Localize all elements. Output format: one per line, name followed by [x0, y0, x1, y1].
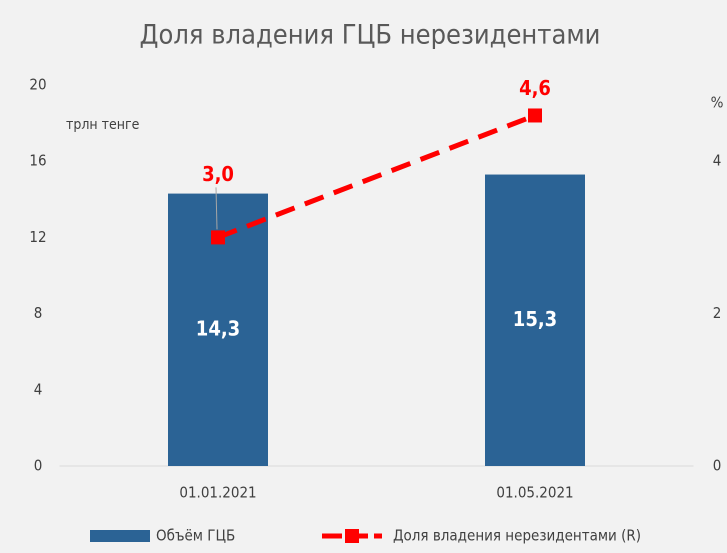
y-axis-label: трлн тенге	[66, 117, 140, 133]
line-marker	[528, 108, 542, 123]
y-tick-label: 12	[29, 228, 46, 246]
y-tick-label: 0	[34, 457, 43, 475]
leader-line	[215, 187, 218, 230]
y2-tick-label: 0	[713, 457, 722, 475]
chart-title: Доля владения ГЦБ нерезидентами	[140, 20, 601, 51]
y-tick-label: 20	[29, 76, 46, 94]
y2-tick-label: 4	[713, 152, 722, 170]
legend-label: Доля владения нерезидентами (R)	[393, 527, 641, 545]
y2-axis-label: %	[711, 94, 724, 112]
legend-swatch	[90, 530, 150, 542]
value-label: 3,0	[202, 162, 234, 186]
legend-swatch	[345, 529, 359, 543]
x-tick-label: 01.05.2021	[496, 484, 573, 502]
value-label: 14,3	[196, 316, 240, 340]
y2-tick-label: 2	[713, 304, 722, 322]
y-tick-label: 8	[34, 304, 43, 322]
y-tick-label: 16	[29, 152, 46, 170]
bar	[485, 174, 585, 466]
line	[217, 113, 536, 240]
value-label: 4,6	[519, 76, 551, 100]
y-tick-label: 4	[34, 380, 43, 398]
value-label: 15,3	[513, 307, 557, 331]
x-tick-label: 01.01.2021	[179, 484, 256, 502]
legend-label: Объём ГЦБ	[156, 527, 235, 545]
line-marker	[211, 230, 225, 245]
